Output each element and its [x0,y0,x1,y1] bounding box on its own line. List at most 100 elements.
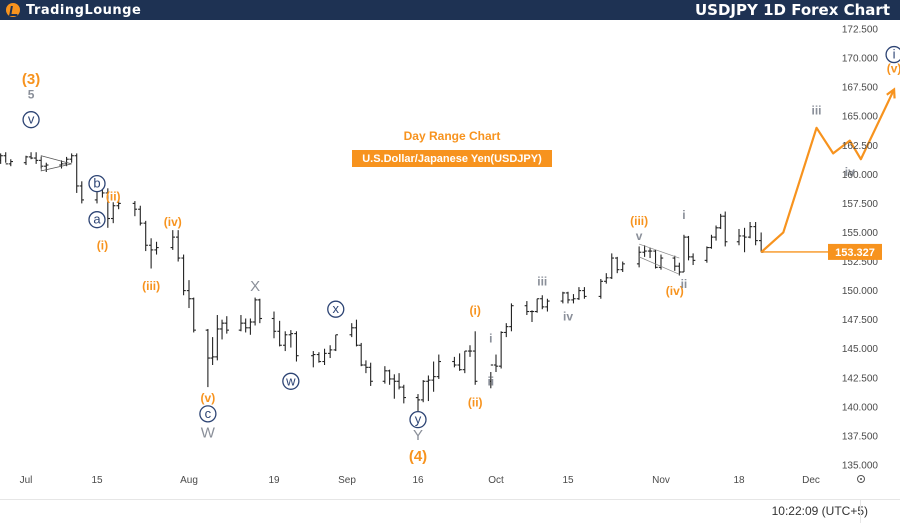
wave-label: v [636,229,643,243]
price-bar [467,345,473,357]
price-bar [758,232,764,253]
price-bar [105,188,111,228]
channel-line-lower [638,256,680,275]
price-bar [316,352,322,363]
price-bar [620,261,625,272]
price-bar [243,318,248,333]
wave-label-circle [282,372,300,390]
price-bar [415,394,421,412]
wave-label: (v) [201,391,216,405]
wave-label: iv [845,165,855,179]
x-tick-label: 18 [733,475,745,486]
wave-label-circle [409,411,427,429]
x-tick-label: 15 [91,475,103,486]
price-bar [322,348,327,366]
chart-title: USDJPY 1D Forex Chart [695,1,890,19]
y-tick-label: 152.500 [842,257,879,268]
price-bar [186,280,192,309]
current-price-tag: 153.327 [828,243,882,260]
x-tick-label: Aug [180,475,198,486]
price-bar [686,235,691,261]
price-bar [44,162,49,173]
wave-label: x [333,301,340,316]
price-bar [681,234,687,273]
price-bar [382,366,388,384]
x-tick-label: Dec [802,475,820,486]
wave-label: w [285,373,296,388]
y-tick-label: 165.000 [842,112,879,123]
price-bar [311,351,316,368]
price-bar [524,301,530,316]
price-bar [647,247,653,259]
wave-label: v [28,112,35,127]
price-bar [224,316,229,334]
wave-label: i [682,208,685,222]
price-bar [642,245,647,257]
current-price-box [828,243,882,260]
y-tick-label: 142.500 [842,373,879,384]
price-bar [753,222,758,246]
price-bar [677,262,682,276]
logo-mark-icon [6,3,20,17]
price-chart[interactable]: (3)5vb(ii)a (iv)(i)(iii) Xxw(v)cWyY(4)(i)i… [0,20,900,499]
price-bar [609,253,614,279]
price-bar [359,342,364,367]
wave-label: i [893,47,896,62]
price-bar [718,213,723,229]
x-tick-label: 15 [562,475,574,486]
price-bar [576,287,582,300]
y-tick-label: 170.000 [842,54,879,65]
price-bar [473,331,478,385]
wave-label: ii [487,374,494,388]
wave-label: (v) [887,62,900,76]
price-bar [238,315,244,332]
price-bar [504,323,509,338]
price-bar [79,181,84,204]
wave-label: (iv) [666,284,684,298]
price-bar [248,318,253,335]
price-bar [747,222,753,239]
price-bar [462,350,467,374]
price-bar [604,273,609,284]
triangle-pattern-1 [40,155,72,172]
price-bar [431,361,436,392]
price-bar [452,356,457,368]
y-tick-label: 160.000 [842,170,879,181]
price-bar [69,153,74,163]
price-bar [368,362,373,386]
price-bar [74,153,79,193]
price-bar [493,354,499,372]
price-bar [615,256,620,274]
y-tick-label: 155.000 [842,228,879,239]
y-tick-label: 157.500 [842,199,879,210]
price-bar [327,345,333,359]
price-bar [170,230,175,250]
price-bar [498,331,504,369]
price-bar [713,225,719,241]
wave-label: b [93,176,100,191]
price-bar [143,220,148,252]
price-bar [401,384,406,404]
wave-label: iv [563,309,573,323]
price-bar [545,298,550,312]
wave-label: (iii) [630,214,648,228]
price-bar [421,380,426,403]
price-bar [3,152,8,165]
wave-label: (ii) [106,190,121,204]
price-bar [672,255,677,271]
price-bar [658,254,664,270]
price-bar [33,152,39,164]
wave-label: (i) [97,238,108,252]
wave-label: c [205,406,212,421]
price-bar [205,328,211,388]
wave-label: Y [413,427,423,444]
price-bar [598,278,604,299]
x-tick-label: 16 [412,475,424,486]
price-bar [582,287,587,299]
price-bar [181,254,186,296]
price-bar [704,246,710,263]
projection-path [760,88,896,254]
footer-bar: 10:22:09 (UTC+5) [0,499,900,523]
price-bar [59,160,64,169]
